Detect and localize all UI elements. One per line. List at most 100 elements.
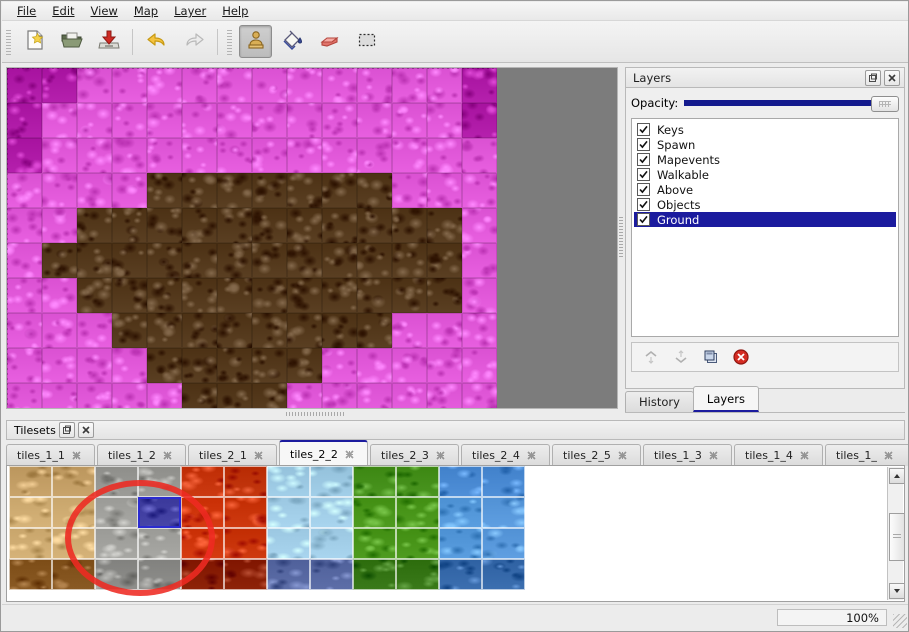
map-tile[interactable] xyxy=(287,243,322,278)
palette-tile[interactable] xyxy=(138,466,181,497)
map-tile[interactable] xyxy=(252,68,287,103)
tileset-tab-tiles_2_2[interactable]: tiles_2_2 xyxy=(279,440,368,466)
palette-tile[interactable] xyxy=(138,559,181,590)
horizontal-splitter[interactable] xyxy=(6,410,618,417)
palette-tile[interactable] xyxy=(353,497,396,528)
map-tile[interactable] xyxy=(357,313,392,348)
redo-button[interactable] xyxy=(177,25,210,58)
map-tile[interactable] xyxy=(357,173,392,208)
layer-row[interactable]: Objects xyxy=(634,197,896,212)
palette-tile[interactable] xyxy=(224,559,267,590)
map-tile[interactable] xyxy=(392,278,427,313)
tileset-tab-tiles_2_4[interactable]: tiles_2_4 xyxy=(461,444,550,466)
map-tile[interactable] xyxy=(252,383,287,408)
map-tile[interactable] xyxy=(322,138,357,173)
map-tile[interactable] xyxy=(322,278,357,313)
palette-tile[interactable] xyxy=(181,466,224,497)
menu-item-view[interactable]: View xyxy=(84,2,125,20)
palette-tile[interactable] xyxy=(310,559,353,590)
map-tile[interactable] xyxy=(182,138,217,173)
map-tile[interactable] xyxy=(357,243,392,278)
map-tile[interactable] xyxy=(217,103,252,138)
menu-item-map[interactable]: Map xyxy=(127,2,165,20)
undo-button[interactable] xyxy=(140,25,173,58)
map-tile[interactable] xyxy=(112,313,147,348)
map-tile[interactable] xyxy=(462,383,497,408)
map-tile[interactable] xyxy=(252,208,287,243)
tileset-tab-close-icon[interactable] xyxy=(617,450,628,461)
map-tile[interactable] xyxy=(182,243,217,278)
map-tile[interactable] xyxy=(427,243,462,278)
map-tile[interactable] xyxy=(147,208,182,243)
scroll-up-button[interactable] xyxy=(889,468,904,484)
map-tile[interactable] xyxy=(182,313,217,348)
map-tile[interactable] xyxy=(77,313,112,348)
map-tile[interactable] xyxy=(427,138,462,173)
map-tile[interactable] xyxy=(182,173,217,208)
map-canvas-viewport[interactable] xyxy=(6,67,618,409)
tileset-tab-tiles_1_4[interactable]: tiles_1_4 xyxy=(734,444,823,466)
palette-tile[interactable] xyxy=(267,559,310,590)
tileset-tab-close-icon[interactable] xyxy=(253,450,264,461)
map-tile[interactable] xyxy=(112,383,147,408)
palette-tile[interactable] xyxy=(9,559,52,590)
map-tile[interactable] xyxy=(217,138,252,173)
menu-item-layer[interactable]: Layer xyxy=(167,2,213,20)
map-tile[interactable] xyxy=(7,103,42,138)
map-tile[interactable] xyxy=(287,208,322,243)
map-tile[interactable] xyxy=(252,243,287,278)
palette-tile[interactable] xyxy=(396,559,439,590)
map-tile[interactable] xyxy=(462,173,497,208)
palette-tile[interactable] xyxy=(267,497,310,528)
tileset-tab-close-icon[interactable] xyxy=(883,450,894,461)
menu-item-file[interactable]: File xyxy=(10,2,43,20)
stamp-tool-button[interactable] xyxy=(239,25,272,58)
map-tile[interactable] xyxy=(322,173,357,208)
move-layer-up-button[interactable] xyxy=(638,344,664,370)
eraser-tool-button[interactable] xyxy=(313,25,346,58)
map-tile[interactable] xyxy=(392,243,427,278)
tileset-tab-tiles_2_3[interactable]: tiles_2_3 xyxy=(370,444,459,466)
resize-grip-icon[interactable] xyxy=(893,614,907,628)
map-tile[interactable] xyxy=(427,68,462,103)
map-tile[interactable] xyxy=(252,173,287,208)
map-tile[interactable] xyxy=(77,278,112,313)
layer-row[interactable]: Above xyxy=(634,182,896,197)
layer-visibility-checkbox[interactable] xyxy=(637,168,650,181)
map-tile[interactable] xyxy=(217,383,252,408)
palette-tile[interactable] xyxy=(9,466,52,497)
map-tile[interactable] xyxy=(112,68,147,103)
palette-tile[interactable] xyxy=(138,497,181,528)
layer-visibility-checkbox[interactable] xyxy=(637,213,650,226)
map-tile[interactable] xyxy=(357,138,392,173)
palette-tile[interactable] xyxy=(482,559,525,590)
tileset-tab-tiles_1_2[interactable]: tiles_1_2 xyxy=(97,444,186,466)
map-tile[interactable] xyxy=(112,243,147,278)
map-tile[interactable] xyxy=(42,383,77,408)
map-tile[interactable] xyxy=(182,68,217,103)
map-tile[interactable] xyxy=(287,138,322,173)
layer-visibility-checkbox[interactable] xyxy=(637,183,650,196)
palette-tile[interactable] xyxy=(181,559,224,590)
palette-vertical-scrollbar[interactable] xyxy=(887,467,904,600)
tileset-tab-close-icon[interactable] xyxy=(162,450,173,461)
map-tile[interactable] xyxy=(112,348,147,383)
map-tile[interactable] xyxy=(322,208,357,243)
palette-tile[interactable] xyxy=(52,497,95,528)
palette-tile[interactable] xyxy=(482,497,525,528)
map-tile[interactable] xyxy=(42,103,77,138)
map-tile[interactable] xyxy=(112,103,147,138)
vertical-splitter[interactable] xyxy=(618,67,624,409)
map-tile[interactable] xyxy=(182,208,217,243)
map-tile[interactable] xyxy=(322,313,357,348)
map-tile[interactable] xyxy=(427,103,462,138)
map-tile[interactable] xyxy=(7,173,42,208)
palette-tile[interactable] xyxy=(396,497,439,528)
palette-tile[interactable] xyxy=(353,528,396,559)
palette-tile[interactable] xyxy=(52,466,95,497)
map-canvas[interactable] xyxy=(7,68,497,408)
map-tile[interactable] xyxy=(462,68,497,103)
map-tile[interactable] xyxy=(217,278,252,313)
map-tile[interactable] xyxy=(357,103,392,138)
map-tile[interactable] xyxy=(112,173,147,208)
